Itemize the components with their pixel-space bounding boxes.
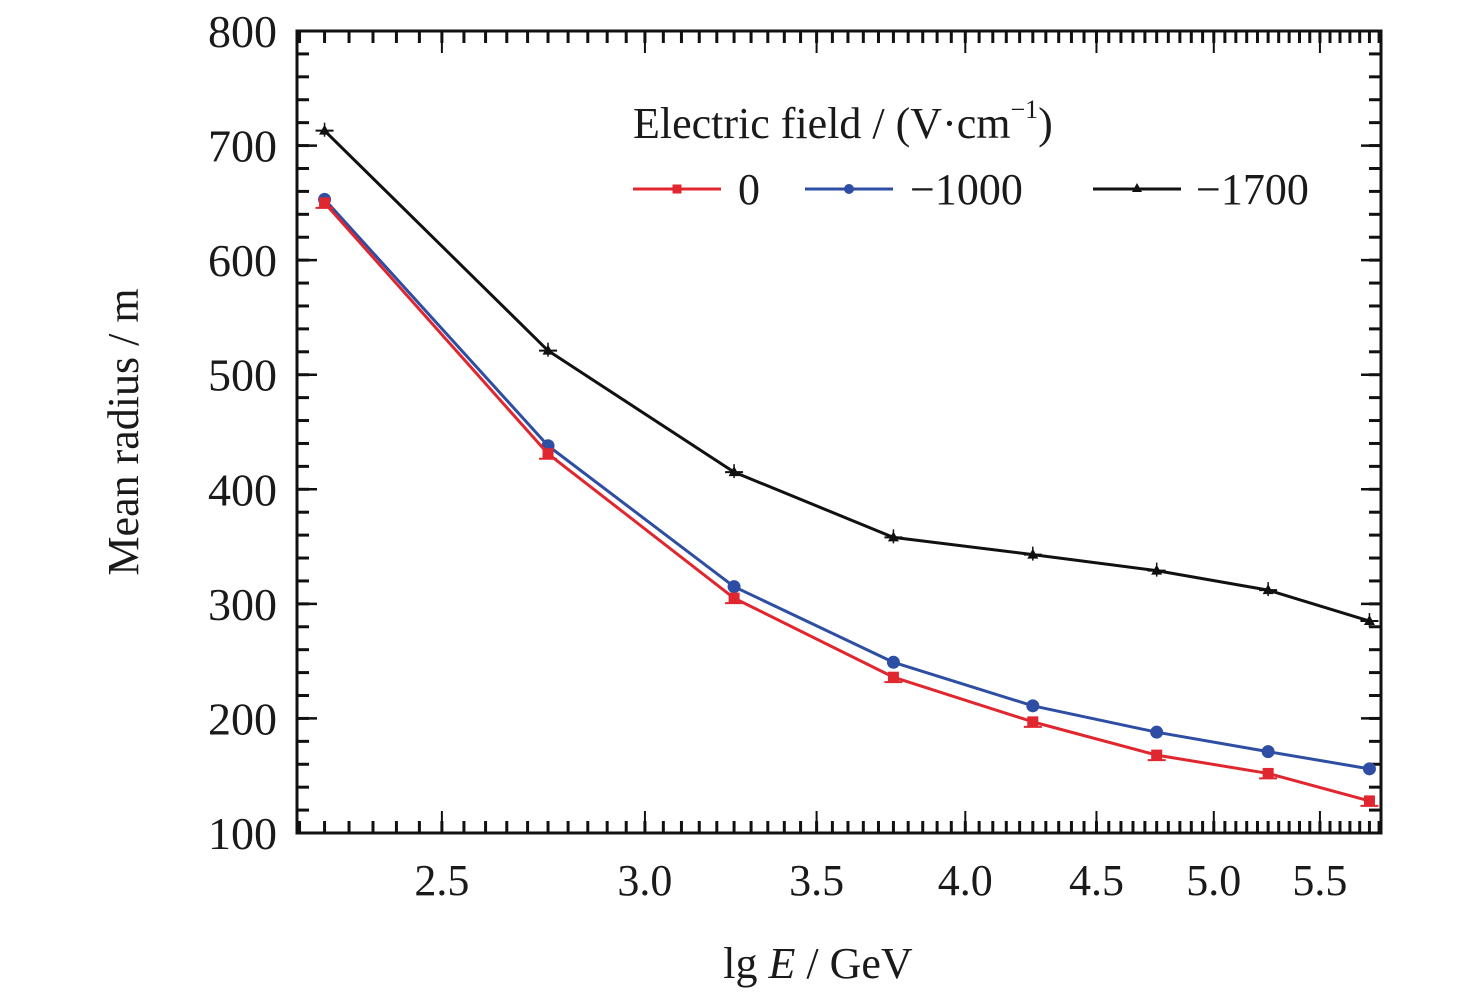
data-point <box>319 197 331 209</box>
legend-swatch-0 <box>633 184 721 194</box>
legend-title: Electric field / (V·cm−1) <box>633 95 1053 148</box>
y-axis-label: Mean radius / m <box>99 288 148 575</box>
x-axis-label-prefix: lg <box>723 939 768 988</box>
y-tick-label: 500 <box>208 350 277 401</box>
plot-frame <box>295 29 1383 835</box>
data-point <box>886 655 900 669</box>
x-tick-label: 3.0 <box>617 856 672 905</box>
data-point <box>1363 795 1375 807</box>
series-0 <box>315 197 1379 807</box>
data-point <box>1150 725 1164 739</box>
data-point <box>1027 716 1039 728</box>
y-tick-label: 600 <box>208 235 277 286</box>
legend-swatch-2 <box>1093 183 1181 192</box>
x-tick-label: 2.5 <box>414 856 469 905</box>
x-tick-label: 3.5 <box>789 856 844 905</box>
legend: Electric field / (V·cm−1) 0 −1000 −1700 <box>633 95 1309 214</box>
x-axis-label-unit: / GeV <box>795 939 913 988</box>
legend-swatch-marker <box>1132 183 1142 192</box>
series-line <box>323 201 1370 803</box>
series-layer <box>315 122 1379 807</box>
major-ticks <box>297 29 1381 835</box>
y-tick-label: 100 <box>208 808 277 859</box>
data-point <box>1262 767 1274 779</box>
data-point <box>1362 762 1376 776</box>
data-point <box>1026 699 1040 713</box>
legend-swatch-marker <box>844 184 854 194</box>
series-line <box>323 198 1370 771</box>
y-tick-label: 300 <box>208 579 277 630</box>
x-tick-label: 4.0 <box>938 856 993 905</box>
data-point <box>728 592 740 604</box>
data-point <box>887 671 899 683</box>
legend-label-1700: −1700 <box>1196 165 1309 214</box>
data-point <box>542 448 554 460</box>
y-tick-label: 800 <box>208 6 277 57</box>
y-tick-label: 200 <box>208 693 277 744</box>
data-point <box>727 580 741 594</box>
legend-label-1000: −1000 <box>910 165 1023 214</box>
data-point <box>1151 749 1163 761</box>
x-axis-label: lg E / GeV <box>723 939 913 988</box>
series-line <box>323 129 1370 623</box>
y-tick-label: 400 <box>208 464 277 515</box>
legend-swatch-marker <box>672 184 682 194</box>
legend-swatch-1 <box>805 184 893 194</box>
x-tick-label: 5.5 <box>1292 856 1347 905</box>
legend-title-close: ) <box>1038 99 1053 148</box>
legend-title-sup: −1 <box>1010 95 1038 124</box>
legend-label-0: 0 <box>738 165 760 214</box>
series-neg1700 <box>315 122 1379 628</box>
x-axis-label-variable: E <box>768 939 796 988</box>
y-tick-label: 700 <box>208 121 277 172</box>
x-tick-labels: 2.5 3.0 3.5 4.0 4.5 5.0 5.5 <box>414 856 1347 905</box>
x-tick-label: 5.0 <box>1186 856 1241 905</box>
minor-ticks <box>297 29 1381 835</box>
y-tick-labels: 100 200 300 400 500 600 700 800 <box>208 6 277 859</box>
x-tick-label: 4.5 <box>1069 856 1124 905</box>
legend-entries <box>633 183 1181 194</box>
legend-title-main: Electric field / (V·cm <box>633 99 1010 148</box>
data-point <box>1261 745 1275 759</box>
